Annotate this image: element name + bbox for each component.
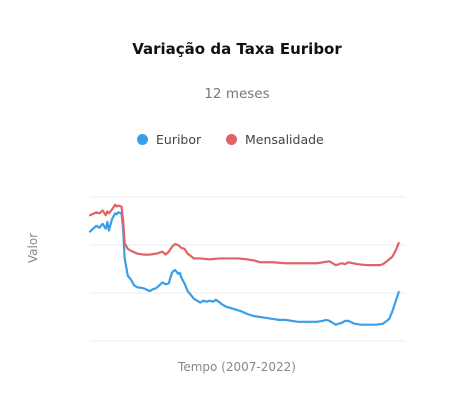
series-line-mensalidade[interactable] [88,203,400,267]
legend-item-euribor[interactable]: Euribor [137,130,201,148]
chart-subtitle: 12 meses [204,86,270,102]
legend: Euribor Mensalidade [0,130,474,148]
chart-title: Variação da Taxa Euribor [132,40,342,58]
legend-item-mensalidade[interactable]: Mensalidade [226,130,324,148]
legend-label-euribor: Euribor [156,131,202,147]
y-axis-label: Valor [26,232,40,264]
legend-marker-mensalidade [226,133,237,145]
series-line-euribor[interactable] [88,211,400,326]
legend-label-mensalidade: Mensalidade [245,131,324,147]
x-axis-label: Tempo (2007-2022) [178,360,296,374]
legend-marker-euribor [137,133,148,145]
